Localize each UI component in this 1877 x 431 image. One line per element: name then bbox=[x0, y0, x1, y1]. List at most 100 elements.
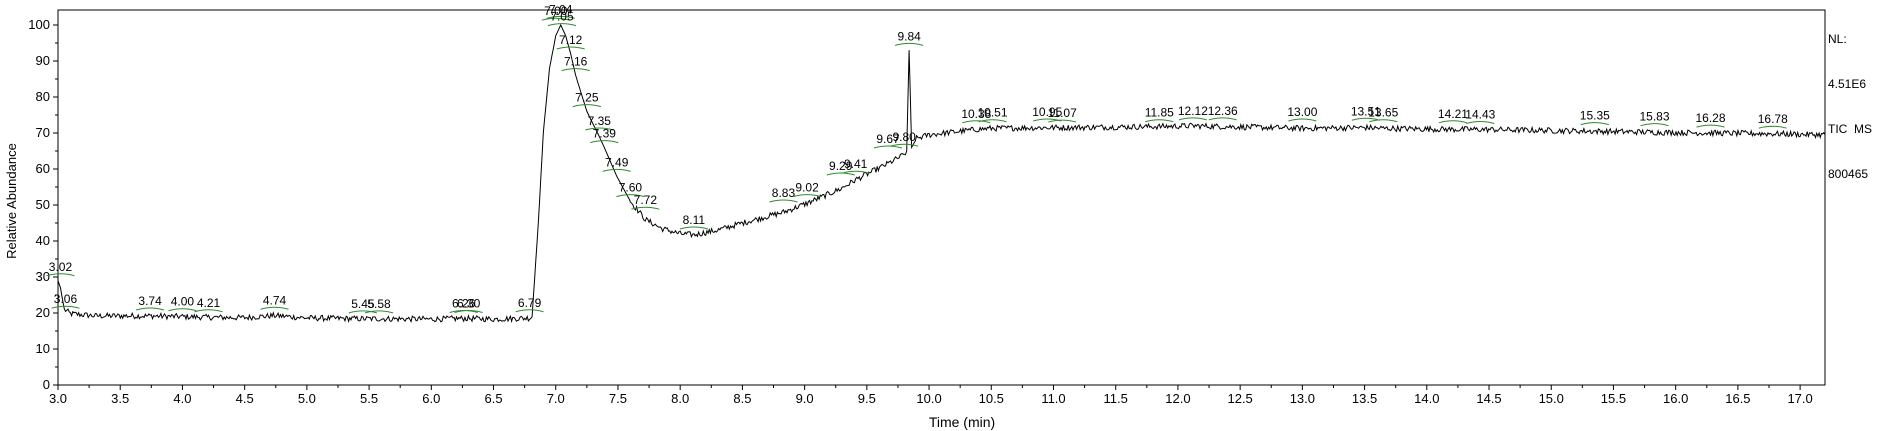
y-tick-label: 80 bbox=[36, 89, 50, 104]
peak-label: 3.06 bbox=[54, 292, 78, 306]
peak-label: 4.21 bbox=[197, 296, 221, 310]
peak-marker bbox=[556, 46, 585, 50]
x-tick-label: 14.0 bbox=[1414, 391, 1439, 406]
y-tick-label: 70 bbox=[36, 125, 50, 140]
y-tick-label: 60 bbox=[36, 161, 50, 176]
peak-marker bbox=[1466, 121, 1495, 125]
peak-label: 14.21 bbox=[1438, 107, 1468, 121]
x-tick-label: 13.0 bbox=[1290, 391, 1315, 406]
x-tick-label: 13.5 bbox=[1352, 391, 1377, 406]
y-tick-label: 50 bbox=[36, 197, 50, 212]
peak-label: 6.26 bbox=[452, 297, 476, 311]
peak-marker bbox=[1696, 124, 1725, 128]
peak-label: 16.78 bbox=[1758, 112, 1788, 126]
nl-value: 4.51E6 bbox=[1828, 77, 1867, 91]
peak-marker bbox=[1438, 120, 1468, 124]
nl-label: NL: bbox=[1828, 32, 1847, 46]
x-tick-label: 3.5 bbox=[111, 391, 129, 406]
x-tick-label: 7.0 bbox=[547, 391, 565, 406]
peak-marker bbox=[1048, 119, 1077, 123]
y-tick-label: 10 bbox=[36, 341, 50, 356]
peak-marker bbox=[962, 120, 991, 124]
peak-marker bbox=[602, 168, 631, 172]
peak-label: 13.00 bbox=[1287, 105, 1317, 119]
peak-marker bbox=[515, 309, 544, 313]
peak-label: 12.36 bbox=[1208, 104, 1238, 118]
peak-marker bbox=[895, 42, 924, 46]
peak-label: 13.51 bbox=[1351, 104, 1381, 118]
peak-marker bbox=[1208, 117, 1237, 121]
peak-marker bbox=[590, 140, 619, 144]
x-tick-label: 5.0 bbox=[298, 391, 316, 406]
x-tick-label: 9.5 bbox=[858, 391, 876, 406]
peak-marker bbox=[890, 143, 919, 147]
info-panel: NL: 4.51E6 TIC MS 800465 bbox=[1828, 2, 1872, 197]
peak-label: 15.35 bbox=[1580, 109, 1610, 123]
peak-marker bbox=[631, 206, 660, 210]
plot-frame bbox=[57, 9, 1826, 386]
x-tick-label: 16.0 bbox=[1663, 391, 1688, 406]
x-tick-label: 9.0 bbox=[796, 391, 814, 406]
y-axis-label: Relative Abundance bbox=[4, 143, 19, 259]
peak-label: 8.83 bbox=[772, 186, 796, 200]
x-tick-label: 11.5 bbox=[1104, 391, 1128, 406]
peak-marker bbox=[168, 308, 197, 312]
peak-label: 7.25 bbox=[575, 91, 599, 105]
peak-label: 7.60 bbox=[619, 181, 643, 195]
x-tick-label: 15.0 bbox=[1539, 391, 1564, 406]
peak-marker bbox=[572, 104, 601, 108]
peak-label: 9.67 bbox=[876, 132, 900, 146]
peak-marker bbox=[546, 15, 575, 19]
peak-marker bbox=[769, 199, 798, 203]
peak-marker bbox=[454, 310, 483, 314]
peak-marker bbox=[348, 310, 378, 314]
peak-label: 14.43 bbox=[1465, 108, 1495, 122]
peak-label: 15.83 bbox=[1640, 110, 1670, 124]
y-tick-label: 40 bbox=[36, 233, 50, 248]
x-tick-label: 6.0 bbox=[422, 391, 440, 406]
peak-marker bbox=[679, 226, 709, 230]
x-tick-label: 8.0 bbox=[671, 391, 689, 406]
y-tick-label: 100 bbox=[28, 17, 50, 32]
x-tick-label: 4.5 bbox=[236, 391, 254, 406]
peak-label: 9.84 bbox=[897, 29, 921, 43]
peak-label: 7.04 bbox=[549, 2, 573, 16]
x-tick-label: 14.5 bbox=[1476, 391, 1501, 406]
peak-label: 6.79 bbox=[518, 296, 542, 310]
peak-marker bbox=[1580, 122, 1609, 126]
peak-label: 12.12 bbox=[1178, 104, 1208, 118]
trace-layer bbox=[57, 23, 1826, 385]
y-tick-label: 90 bbox=[36, 53, 50, 68]
y-tick-label: 30 bbox=[36, 269, 50, 284]
peak-label: 7.39 bbox=[593, 127, 617, 141]
peak-marker bbox=[547, 23, 577, 27]
peak-label: 16.28 bbox=[1696, 111, 1726, 125]
peak-label: 11.85 bbox=[1145, 106, 1174, 120]
peak-label: 9.02 bbox=[795, 181, 819, 195]
peak-marker bbox=[135, 307, 165, 311]
peak-label: 4.74 bbox=[263, 293, 287, 307]
x-tick-label: 7.5 bbox=[609, 391, 627, 406]
peak-marker bbox=[46, 273, 75, 277]
x-tick-label: 12.0 bbox=[1165, 391, 1190, 406]
peak-label: 7.16 bbox=[564, 55, 588, 69]
x-tick-label: 11.0 bbox=[1041, 391, 1065, 406]
x-tick-label: 6.5 bbox=[484, 391, 502, 406]
peak-marker bbox=[792, 194, 822, 198]
peak-marker bbox=[978, 119, 1007, 123]
peak-label: 3.02 bbox=[49, 260, 73, 274]
peak-marker bbox=[841, 170, 870, 174]
peak-label: 3.74 bbox=[138, 294, 162, 308]
chart-axes: 3.0 3.5 4.0 4.5 5.0 5.5 6.0 6.5 7.0 7.5 8.0 8.5 9.0 9… bbox=[28, 9, 1826, 406]
x-axis-label: Time (min) bbox=[929, 414, 995, 430]
x-tick-label: 5.5 bbox=[360, 391, 378, 406]
peak-label: 7.72 bbox=[634, 193, 658, 207]
peak-label: 5.58 bbox=[367, 297, 391, 311]
peak-marker bbox=[826, 172, 855, 176]
peak-marker bbox=[873, 145, 903, 149]
peak-marker bbox=[1145, 119, 1174, 123]
peak-label: 7.12 bbox=[559, 33, 583, 47]
x-tick-label: 8.5 bbox=[733, 391, 751, 406]
peak-label: 7.35 bbox=[588, 114, 612, 128]
